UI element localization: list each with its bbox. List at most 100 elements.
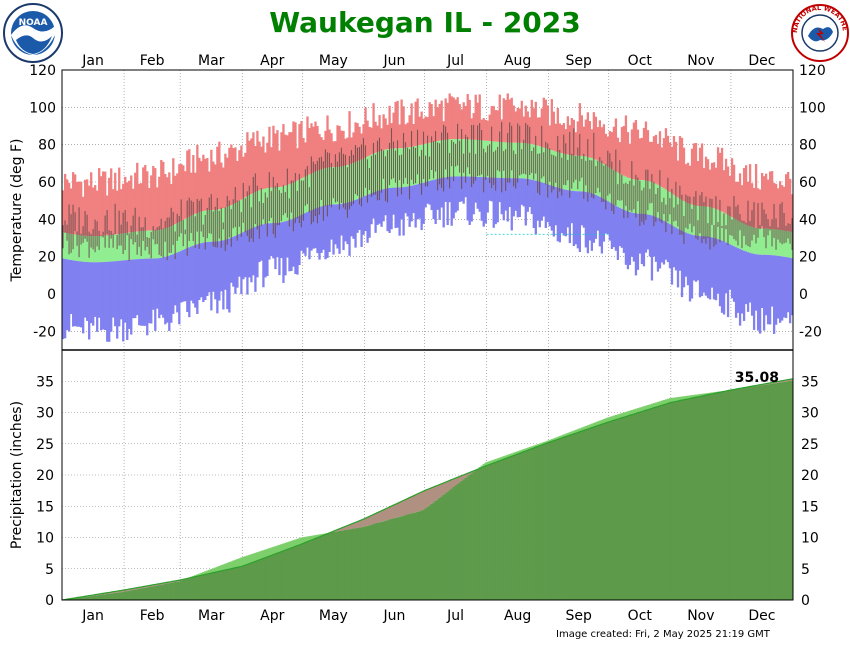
record-low-bar bbox=[720, 240, 724, 313]
record-low-bar bbox=[244, 231, 247, 278]
precipitation-day-bar bbox=[768, 384, 772, 600]
observed-temperature-bar bbox=[170, 207, 172, 253]
precipitation-axis-title: Precipitation (inches) bbox=[9, 401, 25, 549]
precipitation-departure-bar bbox=[366, 516, 369, 526]
precipitation-day-bar bbox=[522, 451, 525, 600]
record-high-bar bbox=[158, 176, 161, 231]
precipitation-day-bar bbox=[100, 594, 103, 600]
record-high-bar bbox=[314, 121, 317, 172]
record-low-bar bbox=[672, 226, 676, 268]
observed-temperature-bar bbox=[695, 191, 697, 239]
record-high-bar bbox=[168, 172, 171, 228]
record-low-bar bbox=[326, 204, 329, 258]
observed-temperature-bar bbox=[298, 173, 300, 223]
normal-range-bar bbox=[90, 236, 93, 263]
record-low-bar bbox=[196, 244, 199, 314]
precipitation-day-bar bbox=[474, 470, 477, 600]
record-high-bar bbox=[74, 174, 77, 235]
precipitation-departure-bar bbox=[632, 409, 636, 414]
observed-temperature-bar bbox=[755, 227, 757, 244]
record-low-bar bbox=[574, 191, 578, 245]
precipitation-departure-bar bbox=[420, 491, 423, 511]
record-low-bar bbox=[512, 178, 515, 217]
precipitation-departure-bar bbox=[596, 421, 600, 426]
precipitation-departure-bar bbox=[612, 415, 616, 420]
record-high-bar bbox=[760, 172, 764, 229]
record-low-bar bbox=[690, 234, 694, 299]
precipitation-tick-label-right: 15 bbox=[801, 499, 819, 515]
record-high-bar bbox=[660, 147, 664, 188]
precipitation-day-bar bbox=[540, 444, 543, 600]
noaa-logo-text: NOAA bbox=[19, 18, 48, 28]
precipitation-day-bar bbox=[228, 568, 231, 600]
month-label-top: Mar bbox=[198, 53, 225, 69]
observed-temperature-bar bbox=[495, 150, 497, 191]
precipitation-day-bar bbox=[370, 524, 373, 600]
record-high-bar bbox=[692, 143, 696, 206]
record-high-bar bbox=[570, 118, 573, 156]
record-high-bar bbox=[322, 139, 325, 169]
precipitation-departure-bar bbox=[354, 521, 357, 529]
observed-temperature-bar bbox=[441, 132, 443, 188]
record-low-bar bbox=[608, 202, 612, 241]
record-high-bar bbox=[546, 105, 549, 149]
record-low-bar bbox=[154, 258, 157, 331]
observed-temperature-bar bbox=[621, 174, 623, 201]
precipitation-day-bar bbox=[696, 396, 700, 600]
precipitation-day-bar bbox=[260, 558, 263, 600]
precipitation-day-bar bbox=[400, 516, 403, 600]
record-low-bar bbox=[658, 218, 662, 269]
normal-range-bar bbox=[738, 221, 742, 249]
precipitation-departure-bar bbox=[244, 556, 247, 565]
precipitation-day-bar bbox=[592, 426, 596, 600]
observed-temperature-bar bbox=[653, 181, 655, 227]
precipitation-tick-label-left: 15 bbox=[36, 499, 54, 515]
record-low-bar bbox=[224, 239, 227, 290]
precipitation-day-bar bbox=[536, 446, 539, 600]
record-low-bar bbox=[712, 237, 716, 300]
record-high-bar bbox=[148, 187, 151, 231]
precipitation-day-bar bbox=[264, 557, 267, 600]
record-high-bar bbox=[496, 110, 499, 142]
precipitation-departure-bar bbox=[270, 547, 273, 555]
record-low-bar bbox=[670, 225, 674, 285]
precipitation-day-bar bbox=[178, 581, 181, 600]
observed-temperature-bar bbox=[499, 131, 501, 172]
record-low-bar bbox=[638, 213, 642, 254]
precipitation-day-bar bbox=[290, 547, 293, 600]
precipitation-day-bar bbox=[366, 525, 369, 600]
precipitation-departure-bar bbox=[536, 444, 539, 447]
precipitation-day-bar bbox=[180, 580, 183, 600]
record-high-bar bbox=[510, 97, 513, 143]
observed-temperature-bar bbox=[358, 147, 361, 205]
precipitation-departure-bar bbox=[156, 583, 159, 586]
precipitation-day-bar bbox=[398, 516, 401, 600]
precipitation-day-bar bbox=[684, 399, 688, 600]
record-high-bar bbox=[484, 119, 487, 141]
precipitation-day-bar bbox=[128, 590, 131, 600]
precipitation-day-bar bbox=[298, 544, 301, 600]
observed-temperature-bar bbox=[88, 231, 90, 258]
observed-temperature-bar bbox=[172, 212, 174, 245]
precipitation-departure-bar bbox=[232, 560, 235, 569]
precipitation-day-bar bbox=[672, 401, 676, 600]
precipitation-departure-bar bbox=[620, 413, 624, 418]
record-high-bar bbox=[140, 183, 143, 232]
precipitation-departure-bar bbox=[336, 529, 339, 532]
precipitation-departure-bar bbox=[140, 586, 143, 589]
precipitation-day-bar bbox=[520, 452, 523, 600]
precipitation-day-bar bbox=[374, 523, 377, 600]
observed-temperature-bar bbox=[352, 154, 354, 205]
precipitation-day-bar bbox=[538, 445, 541, 600]
precipitation-departure-bar bbox=[288, 541, 291, 549]
precipitation-departure-bar bbox=[580, 427, 584, 431]
record-high-bar bbox=[544, 99, 547, 149]
record-low-bar bbox=[144, 258, 147, 326]
precipitation-departure-bar bbox=[264, 549, 267, 558]
record-low-bar bbox=[698, 236, 702, 298]
precipitation-departure-bar bbox=[712, 392, 716, 394]
observed-temperature-bar bbox=[242, 183, 244, 223]
precipitation-day-bar bbox=[590, 427, 594, 600]
observed-temperature-bar bbox=[90, 233, 92, 248]
record-high-bar bbox=[120, 189, 123, 234]
